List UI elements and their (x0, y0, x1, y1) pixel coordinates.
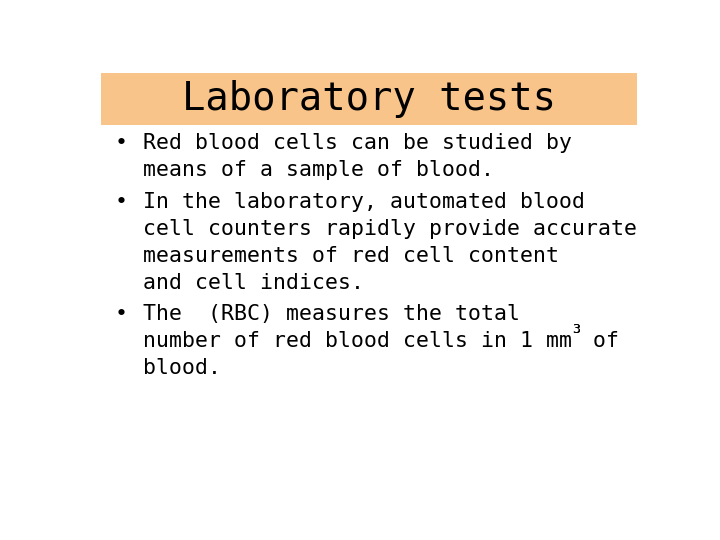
Text: and cell indices.: and cell indices. (143, 273, 364, 293)
Text: In the laboratory, automated blood: In the laboratory, automated blood (143, 192, 585, 212)
Text: •: • (115, 192, 128, 212)
Text: •: • (115, 304, 128, 324)
FancyBboxPatch shape (101, 73, 637, 125)
Text: cell counters rapidly provide accurate: cell counters rapidly provide accurate (143, 219, 637, 239)
Text: 3: 3 (572, 323, 580, 336)
Text: measurements of red cell content: measurements of red cell content (143, 246, 559, 266)
Text: Laboratory tests: Laboratory tests (182, 80, 556, 118)
Text: of: of (580, 331, 619, 351)
Text: •: • (115, 133, 128, 153)
Text: Red blood cells can be studied by: Red blood cells can be studied by (143, 133, 572, 153)
Text: means of a sample of blood.: means of a sample of blood. (143, 160, 494, 180)
Text: blood.: blood. (143, 358, 221, 378)
Text: number of red blood cells in 1 mm: number of red blood cells in 1 mm (143, 331, 572, 351)
Text: 3: 3 (572, 323, 580, 336)
Text: The  (RBC) measures the total: The (RBC) measures the total (143, 304, 520, 324)
